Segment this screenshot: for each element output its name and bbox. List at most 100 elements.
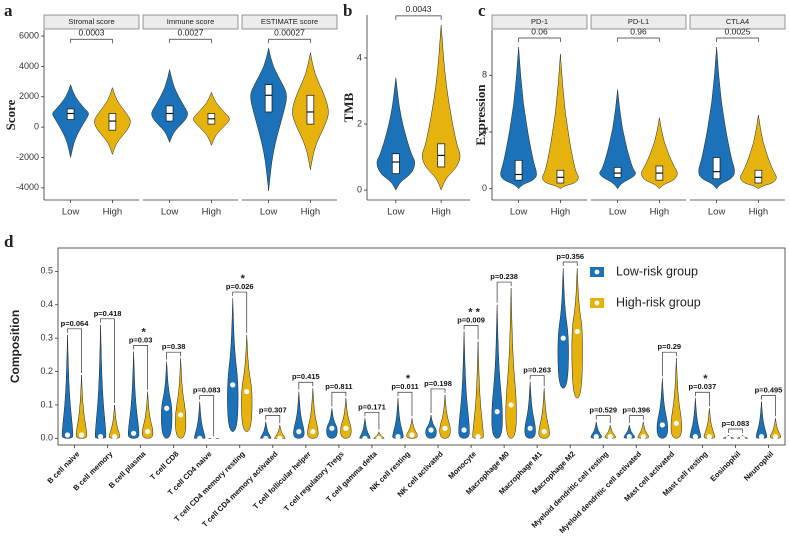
median-dot [541,429,547,435]
p-value: p=0.037 [689,382,717,391]
p-value: p=0.198 [424,379,452,388]
box [712,157,721,180]
box [306,94,315,125]
p-bracket [661,351,677,377]
facet-strip [142,14,239,30]
median-dot [706,434,712,440]
median-dot [131,430,137,436]
y-axis-title: Composition [8,310,22,383]
median-dot [574,328,580,335]
y-tick-label: 4 [357,52,362,62]
violin [439,394,451,439]
box [108,113,117,131]
x-tick-label: Low [708,207,726,218]
p-bracket [67,328,82,373]
p-value: p=0.026 [226,282,254,291]
legend-dot [594,269,600,275]
violin [755,401,768,439]
violin [293,391,305,439]
violin [542,54,579,189]
violin [142,391,154,439]
median-dot [475,434,481,440]
box [556,169,565,184]
y-tick-label: 4000 [19,61,39,71]
box [754,169,763,184]
x-tick-label: Eosinophil [708,449,742,483]
panel-label: a [4,1,13,20]
x-tick-label: High [749,207,769,218]
x-tick-label: Low [62,207,80,218]
violin [161,361,173,439]
y-tick-label: 0.2 [40,366,53,376]
violin [340,398,352,439]
facet-title: PD-L1 [628,17,649,26]
violin [326,408,338,439]
p-bracket [496,281,512,303]
violin [538,388,550,439]
facet-strip [241,14,338,30]
median-dot [692,434,698,440]
violin [359,418,371,439]
p-bracket [463,325,479,340]
p-bracket [728,428,743,433]
median-dot [607,434,613,440]
median-dot [442,425,448,431]
p-value: p=0.171 [358,402,386,411]
p-value: p=0.064 [61,319,90,328]
p-value: 0.00027 [274,27,305,37]
p-bracket [298,381,314,390]
p-bracket [529,375,545,387]
median-dot [659,422,665,428]
violin [641,117,678,190]
legend-label: Low-risk group [616,264,698,278]
violin [128,351,140,439]
panel-label: d [4,232,14,251]
x-tick-label: Low [161,207,179,218]
box [391,153,400,174]
p-value: p=0.356 [556,252,584,261]
facet-title: PD-1 [531,17,548,26]
median-dot [428,427,434,433]
median-dot [145,429,151,435]
p-bracket [397,391,413,417]
median-dot [640,434,646,440]
y-tick-label: 0.5 [40,266,53,276]
violin [175,358,187,439]
violin [472,341,484,439]
y-tick-label: -4000 [16,182,39,192]
violin [108,404,121,439]
p-value: p=0.03 [129,335,153,344]
x-tick-label: High [551,207,571,218]
p-value: p=0.396 [622,406,650,415]
p-value: p=0.29 [658,342,682,351]
violin [599,89,636,190]
median-dot [197,435,203,441]
facet-strip [491,14,588,30]
p-value: p=0.263 [523,366,551,375]
p-value: p=0.811 [325,382,352,391]
box [613,167,622,178]
y-tick-label: 0.4 [40,299,53,309]
box [264,84,273,113]
median-dot [178,412,184,418]
y-tick-label: -2000 [16,152,39,162]
y-axis-title: TMB [341,92,356,122]
p-bracket [430,388,446,413]
violin [61,334,74,439]
facet-title: CTLA4 [726,17,749,26]
y-tick-label: 8 [482,70,487,80]
violin [52,83,89,158]
p-value: p=0.238 [490,272,518,281]
violin [241,334,253,432]
violin [557,268,569,389]
significance-star: * [703,373,708,385]
violin [656,378,668,439]
median-dot [211,435,217,441]
facet-title: Immune score [167,17,215,26]
violin [740,114,777,189]
median-dot [244,388,250,395]
median-dot [296,429,302,435]
legend-label: High-risk group [616,295,701,309]
significance-star: * * [468,306,480,318]
